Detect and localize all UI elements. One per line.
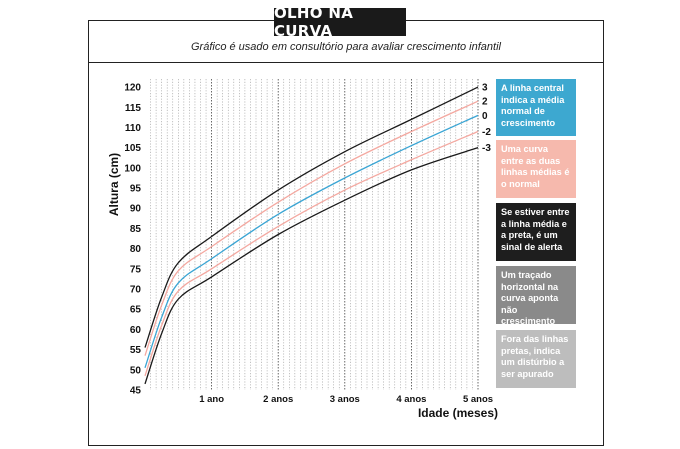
legend-item: Um traçado horizontal na curva aponta nã… <box>496 266 576 326</box>
page-subtitle: Gráfico é usado em consultório para aval… <box>191 41 501 53</box>
series-line-2 <box>144 100 479 356</box>
page-title: OLHO NA CURVA <box>274 4 406 40</box>
y-tick-label: 100 <box>124 163 141 174</box>
y-tick-label: 55 <box>130 345 142 356</box>
y-axis-label: Altura (cm) <box>107 153 121 216</box>
divider <box>88 62 604 63</box>
x-tick-labels: 1 ano 2 anos 3 anos 4 anos 5 anos <box>199 394 493 405</box>
series-labels: 3 2 0 -2 -3 <box>482 83 491 155</box>
x-tick-label: 4 anos <box>396 394 426 405</box>
series-label: 0 <box>482 111 488 122</box>
series-line-minus3 <box>144 147 479 385</box>
x-tick-label: 5 anos <box>463 394 493 405</box>
y-tick-label: 110 <box>125 123 142 134</box>
y-tick-label: 85 <box>130 224 142 235</box>
legend-item: Fora das linhas pretas, indica um distúr… <box>496 330 576 388</box>
y-tick-label: 90 <box>130 204 142 215</box>
y-tick-label: 65 <box>130 305 142 316</box>
series-label: 2 <box>482 97 488 108</box>
series-lines <box>144 86 479 385</box>
y-tick-label: 45 <box>130 386 142 397</box>
x-tick-label: 1 ano <box>199 394 224 405</box>
y-tick-label: 120 <box>124 83 141 94</box>
series-label: -2 <box>482 127 491 138</box>
y-tick-label: 70 <box>130 285 142 296</box>
legend-item: Se estiver entre a linha média e a preta… <box>496 203 576 261</box>
series-label: -3 <box>482 143 491 154</box>
series-line-minus2 <box>144 130 479 377</box>
y-tick-label: 75 <box>130 264 142 275</box>
series-line-0 <box>144 114 479 368</box>
y-tick-label: 60 <box>130 325 142 336</box>
y-tick-label: 95 <box>130 184 142 195</box>
x-tick-label: 2 anos <box>263 394 293 405</box>
x-axis-label: Idade (meses) <box>418 406 498 420</box>
y-tick-label: 115 <box>125 103 142 114</box>
legend-item: Uma curva entre as duas linhas médias é … <box>496 140 576 198</box>
series-line-3 <box>144 86 479 348</box>
y-tick-label: 50 <box>130 365 142 376</box>
major-gridlines <box>211 79 479 390</box>
legend-item: A linha central indica a média normal de… <box>496 79 576 136</box>
y-tick-labels: 45 50 55 60 65 70 75 80 85 90 95 100 105 110 115 120 <box>124 83 141 397</box>
x-tick-label: 3 anos <box>330 394 360 405</box>
y-tick-label: 105 <box>124 143 141 154</box>
y-tick-label: 80 <box>130 244 142 255</box>
series-label: 3 <box>482 83 488 94</box>
